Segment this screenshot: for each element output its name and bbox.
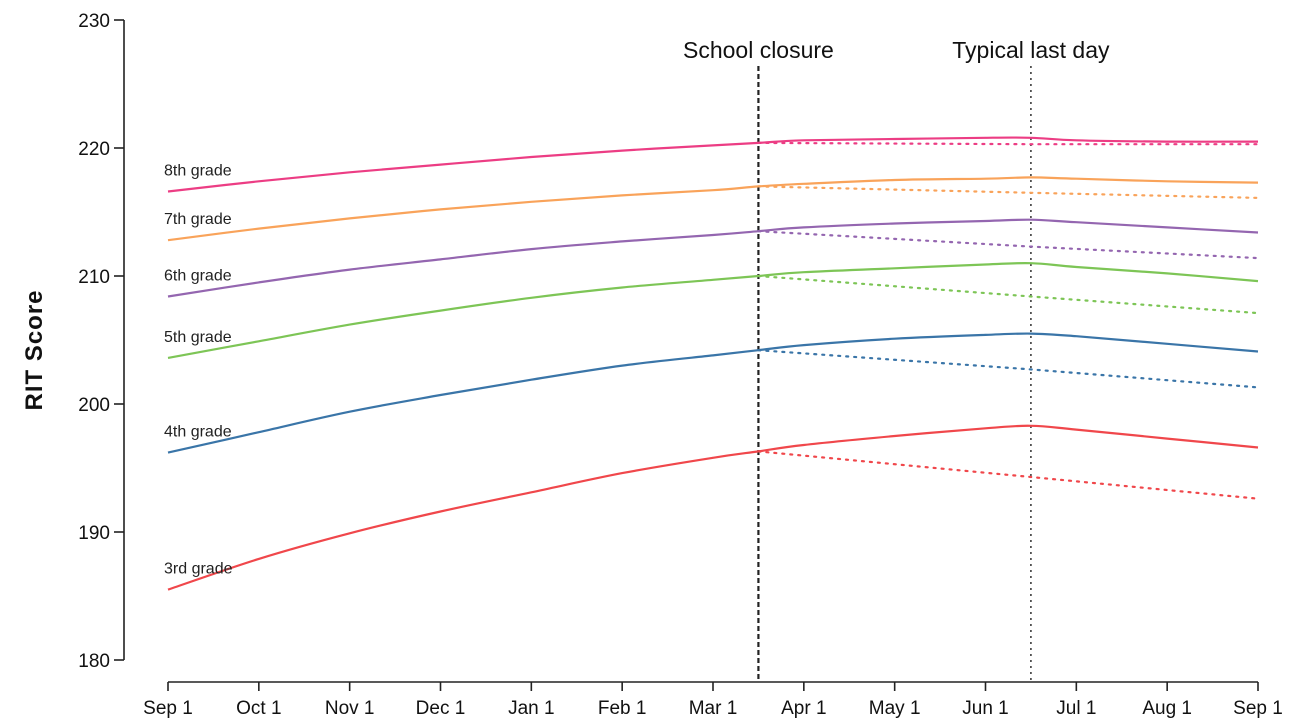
series-3rd-grade-projection [757,450,1260,500]
y-tick-label: 230 [78,11,110,32]
series-7th-grade-projection [757,185,1260,199]
axes: 180 190 200 210 220 230 RIT Score Sep 1 Oct 1 Nov… [21,11,1283,719]
series-8th-grade-projection [757,141,1260,146]
y-tick-label: 220 [78,139,110,160]
x-tick-label: Jun 1 [962,698,1008,719]
x-tick-label: May 1 [869,698,921,719]
series-6th-grade-projection [757,230,1260,260]
x-tick-label: Dec 1 [416,698,466,719]
x-tick-label: Mar 1 [689,698,738,719]
series-label: 7th grade [164,211,232,228]
y-tick-label: 210 [78,267,110,288]
series-label: 5th grade [164,329,232,346]
annotation-label: School closure [683,37,834,63]
x-tick-label: Jan 1 [508,698,554,719]
x-tick-label: Sep 1 [1233,698,1283,719]
y-tick-label: 200 [78,395,110,416]
series-label: 4th grade [164,424,232,441]
series-6th-grade-line [167,218,1259,298]
series-label: 3rd grade [164,561,233,578]
series-group [167,136,1260,591]
x-tick-label: Feb 1 [598,698,647,719]
reference-lines: School closure Typical last day [683,37,1110,682]
x-tick-label: Oct 1 [236,698,281,719]
x-tick-label: Nov 1 [325,698,375,719]
series-4th-grade-line [167,332,1259,454]
series-8th-grade-line [167,136,1259,193]
series-4th-grade-projection [757,349,1260,389]
series-7th-grade-line [167,176,1259,242]
series-label: 6th grade [164,267,232,284]
y-tick-label: 190 [78,523,110,544]
x-tick-label: Sep 1 [143,698,193,719]
annotation-label: Typical last day [952,37,1110,63]
series-5th-grade-line [167,262,1259,359]
x-tick-label: Jul 1 [1056,698,1096,719]
x-tick-label: Aug 1 [1142,698,1192,719]
x-tick-label: Apr 1 [781,698,826,719]
series-label: 8th grade [164,163,232,180]
series-3rd-grade-line [167,424,1259,591]
series-labels: 3rd grade 4th grade 5th grade 6th grade 7th … [164,163,233,578]
y-tick-label: 180 [78,651,110,672]
y-axis-label: RIT Score [21,289,48,410]
series-5th-grade-projection [757,274,1260,315]
